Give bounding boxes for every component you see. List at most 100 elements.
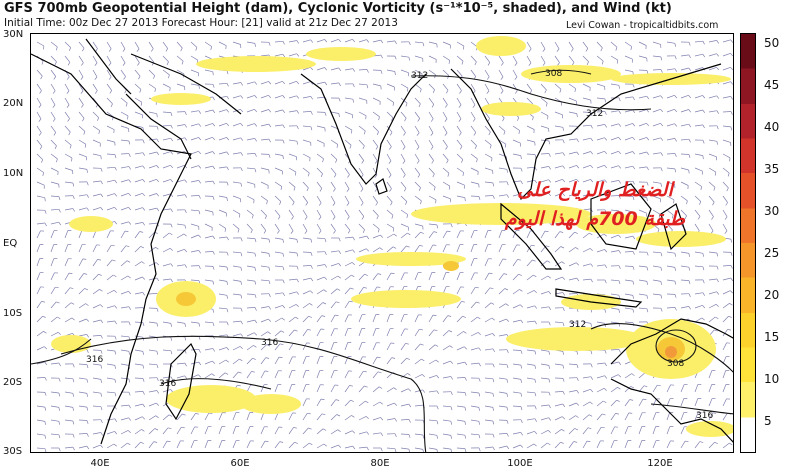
wind-barb: [232, 320, 242, 323]
wind-barb-feather: [69, 287, 74, 290]
wind-barb: [246, 332, 255, 337]
wind-barb: [106, 289, 115, 295]
wind-barb: [330, 167, 337, 175]
wind-barb: [330, 153, 338, 160]
wind-barb-feather: [603, 400, 607, 404]
wind-barb-feather: [506, 393, 508, 397]
wind-barb: [274, 305, 283, 309]
wind-barb: [344, 415, 352, 421]
wind-barb: [302, 237, 311, 240]
wind-barb-feather: [156, 138, 159, 143]
wind-barb: [316, 209, 322, 218]
wind-barb-feather: [534, 379, 536, 383]
wind-barb-feather: [377, 371, 382, 374]
wind-barb: [50, 405, 59, 408]
wind-barb: [554, 246, 562, 253]
wind-barb: [456, 111, 462, 120]
wind-barb-feather: [560, 441, 564, 444]
wind-barb-feather: [461, 159, 464, 163]
wind-barb: [148, 349, 157, 352]
wind-barb-feather: [506, 407, 509, 411]
wind-barb-feather: [534, 320, 537, 325]
wind-barb-feather: [478, 347, 482, 351]
wind-barb-feather: [156, 193, 160, 197]
wind-barb: [582, 208, 591, 211]
wind-barb: [568, 363, 578, 365]
wind-barb-feather: [307, 329, 311, 331]
arabic-caption: الضغط والرياح على طبقة 700م لهذا اليوم: [470, 176, 720, 234]
wind-barb-feather: [688, 54, 691, 59]
wind-barb-feather: [320, 173, 323, 178]
wind-barb-feather: [506, 194, 510, 198]
wind-barb-feather: [660, 123, 664, 127]
wind-barb: [218, 265, 227, 268]
wind-barb: [106, 83, 112, 91]
wind-barb-feather: [114, 431, 118, 435]
wind-barb: [456, 433, 465, 436]
wind-barb: [442, 167, 450, 174]
wind-barb-feather: [86, 420, 89, 424]
wind-barb-feather: [590, 278, 593, 283]
wind-barb: [372, 371, 379, 379]
wind-barb: [596, 413, 603, 421]
wind-barb-feather: [44, 421, 46, 425]
wind-barb: [540, 192, 549, 197]
wind-barb: [596, 150, 605, 155]
wind-barb: [218, 137, 227, 141]
wind-barb: [288, 412, 293, 421]
wind-barb: [134, 111, 143, 116]
wind-barb-feather: [528, 62, 532, 66]
wind-barb-feather: [445, 104, 448, 108]
wind-barb-feather: [716, 291, 720, 295]
wind-barb-feather: [604, 350, 607, 354]
wind-barb-feather: [392, 246, 397, 249]
wind-barb-feather: [560, 246, 565, 249]
wind-barb-feather: [212, 137, 216, 141]
wind-barb: [246, 95, 255, 99]
wind-barb-feather: [44, 197, 46, 202]
wind-barb-feather: [548, 166, 551, 170]
wind-barb-feather: [100, 193, 104, 198]
wind-barb: [78, 419, 88, 421]
wind-barb-feather: [702, 266, 705, 271]
wind-barb-feather: [212, 123, 216, 127]
wind-barb-feather: [100, 365, 103, 369]
wind-barb: [344, 223, 351, 231]
wind-barb: [358, 385, 365, 393]
wind-barb: [666, 398, 671, 407]
wind-barb-feather: [629, 399, 634, 401]
wind-barb: [638, 307, 648, 310]
wind-barb: [260, 54, 269, 57]
wind-barb: [162, 179, 171, 183]
wind-barb-feather: [630, 386, 635, 389]
wind-barb: [274, 343, 281, 351]
wind-barb-feather: [492, 446, 495, 451]
wind-barb: [64, 83, 70, 92]
wind-barb: [498, 139, 506, 145]
wind-barb: [540, 363, 549, 366]
wind-barb-feather: [562, 351, 564, 355]
wind-barb-feather: [184, 264, 188, 268]
wind-barb: [36, 258, 41, 267]
wind-barb: [540, 429, 549, 435]
wind-barb-feather: [488, 131, 491, 136]
wind-barb: [260, 440, 266, 449]
wind-barb: [162, 164, 171, 169]
wind-barb-feather: [72, 378, 75, 383]
wind-barb: [260, 94, 269, 99]
wind-barb: [316, 223, 322, 231]
wind-barb-feather: [618, 195, 621, 199]
wind-barb-feather: [349, 300, 353, 303]
wind-barb-feather: [660, 69, 663, 73]
wind-barb: [162, 349, 172, 352]
wind-barb: [218, 293, 227, 296]
wind-barb: [36, 346, 45, 351]
wind-barb-feather: [41, 61, 44, 65]
contour-308-low: [655, 329, 697, 363]
wind-barb-feather: [533, 274, 537, 278]
wind-barb: [680, 123, 689, 127]
wind-barb-feather: [226, 281, 228, 285]
wind-barb-feather: [422, 389, 426, 393]
wind-barb: [232, 333, 241, 337]
coastlines: [31, 38, 733, 445]
